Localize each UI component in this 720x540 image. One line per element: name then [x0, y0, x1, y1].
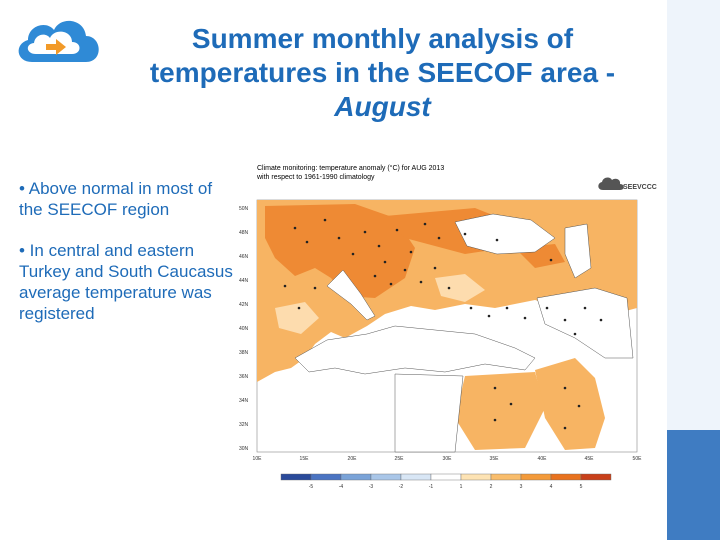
colorbar-swatch [340, 473, 372, 481]
title-month: August [334, 91, 431, 122]
lat-label: 42N [239, 302, 249, 308]
bullet-item-1: • Above normal in most of the SEECOF reg… [19, 179, 213, 219]
lat-label: 32N [239, 422, 249, 428]
lon-label: 45E [585, 456, 595, 462]
cloud-logo-icon [10, 10, 106, 72]
title-line-2: temperatures in the SEECOF area - [149, 57, 616, 88]
lon-label: 10E [253, 456, 263, 462]
colorbar-label: 3 [520, 484, 523, 490]
colorbar-label: -1 [429, 484, 434, 490]
colorbar-swatch [520, 473, 552, 481]
lat-label: 30N [239, 446, 249, 452]
colorbar-label: 4 [550, 484, 553, 490]
lat-label: 48N [239, 230, 249, 236]
lon-label: 25E [395, 456, 405, 462]
map-header-line-1: Climate monitoring: temperature anomaly … [257, 164, 444, 172]
lat-label: 34N [239, 398, 249, 404]
colorbar-swatch [490, 473, 522, 481]
colorbar-swatch [580, 473, 612, 481]
lat-label: 38N [239, 350, 249, 356]
sidebar-accent-block [667, 430, 720, 540]
colorbar-swatch [280, 473, 312, 481]
lon-label: 30E [443, 456, 453, 462]
temperature-anomaly-map: Climate monitoring: temperature anomaly … [235, 158, 657, 494]
color-scale-bar: -5 -4 -3 -2 -1 1 2 3 4 5 [280, 473, 612, 490]
map-plot-area [256, 199, 638, 453]
lon-label: 35E [490, 456, 500, 462]
seevccc-brand-label: SEEVCCC [623, 184, 657, 191]
lat-label: 40N [239, 326, 249, 332]
colorbar-label: -2 [399, 484, 404, 490]
bullet-item-2: • In central and eastern Turkey and Sout… [19, 241, 233, 323]
lon-label: 15E [300, 456, 310, 462]
map-header-line-2: with respect to 1961-1990 climatology [256, 174, 375, 181]
colorbar-label: -5 [309, 484, 314, 490]
colorbar-swatch [310, 473, 342, 481]
colorbar-swatch [370, 473, 402, 481]
bullet-list: • Above normal in most of the SEECOF reg… [19, 178, 234, 344]
slide-title: Summer monthly analysis of temperatures … [110, 22, 655, 124]
colorbar-label: 2 [490, 484, 493, 490]
lat-label: 36N [239, 374, 249, 380]
seevccc-logo: SEEVCCC [598, 177, 657, 191]
lon-label: 20E [348, 456, 358, 462]
lat-label: 46N [239, 254, 249, 260]
colorbar-swatch [400, 473, 432, 481]
seevccc-cloud-icon [598, 177, 624, 190]
colorbar-label: -3 [369, 484, 374, 490]
colorbar-swatch [460, 473, 492, 481]
sidebar-decoration [667, 0, 720, 430]
colorbar-label: 1 [460, 484, 463, 490]
lat-label: 44N [239, 278, 249, 284]
title-line-1: Summer monthly analysis of [191, 23, 574, 54]
colorbar-swatch [430, 473, 462, 481]
lon-label: 40E [538, 456, 548, 462]
colorbar-swatch [550, 473, 582, 481]
colorbar-label: 5 [580, 484, 583, 490]
lat-label: 50N [239, 206, 249, 212]
colorbar-label: -4 [339, 484, 344, 490]
lon-label: 50E [633, 456, 643, 462]
